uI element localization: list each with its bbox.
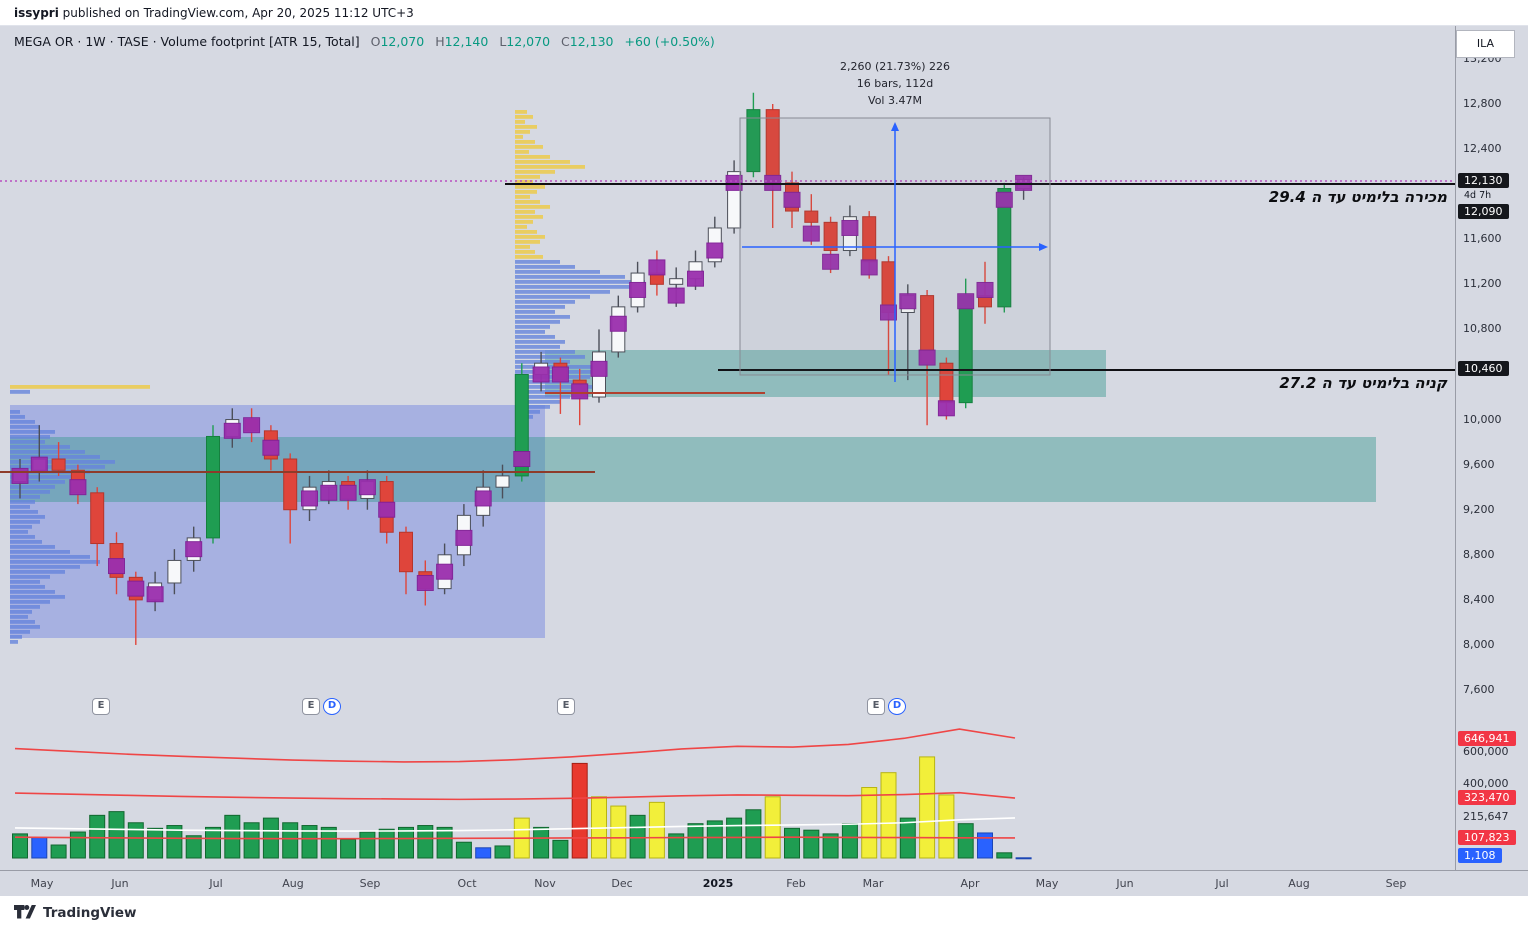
tradingview-brand-text: TradingView bbox=[43, 905, 137, 921]
time-axis-label: Jul bbox=[1215, 877, 1229, 890]
volume-axis-label: 215,647 bbox=[1463, 810, 1509, 823]
time-axis-label: May bbox=[1035, 877, 1059, 890]
price-tick: 12,400 bbox=[1463, 142, 1502, 155]
dividend-marker[interactable]: D bbox=[323, 698, 341, 715]
earnings-marker[interactable]: E bbox=[867, 698, 885, 715]
price-tick: 11,200 bbox=[1463, 277, 1502, 290]
volume-axis-label: 1,108 bbox=[1458, 848, 1502, 863]
time-axis-label: Jul bbox=[209, 877, 223, 890]
ohlc-high-label: H bbox=[435, 34, 445, 49]
measure-stats: 2,260 (21.73%) 226 16 bars, 112d Vol 3.4… bbox=[795, 58, 995, 109]
price-badge: 12,090 bbox=[1458, 204, 1509, 219]
measure-tool[interactable] bbox=[739, 117, 1051, 382]
sell-limit-note[interactable]: מכירה בלימיט עד ה 29.4 bbox=[1268, 188, 1447, 206]
time-axis-label: Jun bbox=[111, 877, 129, 890]
ohlc-close-value: 12,130 bbox=[569, 34, 614, 49]
price-badge: 10,460 bbox=[1458, 361, 1509, 376]
publish-bar: issypri published on TradingView.com, Ap… bbox=[0, 0, 1528, 26]
time-axis-label: Sep bbox=[1385, 877, 1407, 890]
earnings-marker[interactable]: E bbox=[92, 698, 110, 715]
earnings-marker[interactable]: E bbox=[302, 698, 320, 715]
volume-ma-mid_red bbox=[14, 791, 1016, 801]
buy-limit-note[interactable]: קניה בלימיט עד ה 27.2 bbox=[1279, 374, 1447, 392]
price-tick: 8,000 bbox=[1463, 638, 1495, 651]
change-value: +60 (+0.50%) bbox=[624, 34, 715, 49]
price-tick: 11,600 bbox=[1463, 232, 1502, 245]
price-tick: 7,600 bbox=[1463, 683, 1495, 696]
price-tick: 8,400 bbox=[1463, 593, 1495, 606]
volume-axis-label: 107,823 bbox=[1458, 830, 1516, 845]
volume-ma-low_red bbox=[14, 836, 1016, 840]
ohlc-low-label: L bbox=[499, 34, 507, 49]
time-axis-label: Dec bbox=[611, 877, 633, 890]
measure-volume: Vol 3.47M bbox=[868, 94, 922, 107]
dividend-marker[interactable]: D bbox=[888, 698, 906, 715]
symbol-title[interactable]: MEGA OR · 1W · TASE · Volume footprint [… bbox=[14, 34, 360, 49]
teal-band[interactable] bbox=[10, 437, 1376, 502]
volume-ma-white bbox=[14, 817, 1016, 832]
earnings-marker[interactable]: E bbox=[557, 698, 575, 715]
tradingview-brand[interactable]: TradingView bbox=[14, 903, 137, 923]
ohlc-low-value: 12,070 bbox=[506, 34, 551, 49]
price-badge: 12,130 bbox=[1458, 173, 1509, 188]
time-axis-label: 2025 bbox=[702, 877, 734, 890]
tradingview-logo-icon bbox=[14, 905, 36, 919]
time-axis-label: Feb bbox=[786, 877, 806, 890]
publish-info: published on TradingView.com, Apr 20, 20… bbox=[58, 6, 414, 20]
price-tick: 9,600 bbox=[1463, 458, 1495, 471]
teal-mid-zone[interactable] bbox=[545, 350, 1106, 397]
price-tick: 10,800 bbox=[1463, 322, 1502, 335]
volume-axis-label: 646,941 bbox=[1458, 731, 1516, 746]
time-axis-label: Sep bbox=[359, 877, 381, 890]
time-axis-label: Aug bbox=[1288, 877, 1310, 890]
price-tick: 10,000 bbox=[1463, 413, 1502, 426]
time-axis-label: Oct bbox=[457, 877, 477, 890]
ila-widget[interactable]: ILA bbox=[1456, 30, 1515, 58]
publisher-username: issypri bbox=[14, 6, 59, 20]
footer-bar: TradingView bbox=[0, 896, 1528, 931]
time-axis-label: Apr bbox=[960, 877, 980, 890]
time-axis-label: Nov bbox=[534, 877, 556, 890]
ohlc-close-label: C bbox=[561, 34, 570, 49]
price-axis[interactable]: 13,200 12,800 12,400 11,600 11,200 10,800 10,0… bbox=[1455, 26, 1528, 870]
price-tick: 12,800 bbox=[1463, 97, 1502, 110]
time-axis[interactable]: May Jun Jul Aug Sep Oct Nov Dec 2025 Feb Mar Apr May… bbox=[0, 870, 1528, 897]
volume-axis-label: 400,000 bbox=[1463, 777, 1509, 790]
measure-price-change: 2,260 (21.73%) 226 bbox=[839, 60, 950, 73]
volume-axis-label: 600,000 bbox=[1463, 745, 1509, 758]
price-tick: 9,200 bbox=[1463, 503, 1495, 516]
ohlc-open-value: 12,070 bbox=[380, 34, 425, 49]
time-axis-label: Aug bbox=[282, 877, 304, 890]
ohlc-high-value: 12,140 bbox=[444, 34, 489, 49]
volume-axis-label: 323,470 bbox=[1458, 790, 1516, 805]
time-axis-label: May bbox=[30, 877, 54, 890]
price-tick: 8,800 bbox=[1463, 548, 1495, 561]
measure-bars-duration: 16 bars, 112d bbox=[856, 77, 934, 90]
ohlc-open-label: O bbox=[370, 34, 381, 49]
symbol-legend[interactable]: MEGA OR · 1W · TASE · Volume footprint [… bbox=[14, 34, 715, 49]
time-axis-label: Mar bbox=[862, 877, 884, 890]
volume-ma-upper_red bbox=[14, 728, 1016, 763]
volume-histogram bbox=[12, 756, 1032, 860]
price-badge: 4d 7h bbox=[1464, 190, 1492, 201]
time-axis-label: Jun bbox=[1116, 877, 1134, 890]
candlestick-series bbox=[11, 92, 1033, 645]
